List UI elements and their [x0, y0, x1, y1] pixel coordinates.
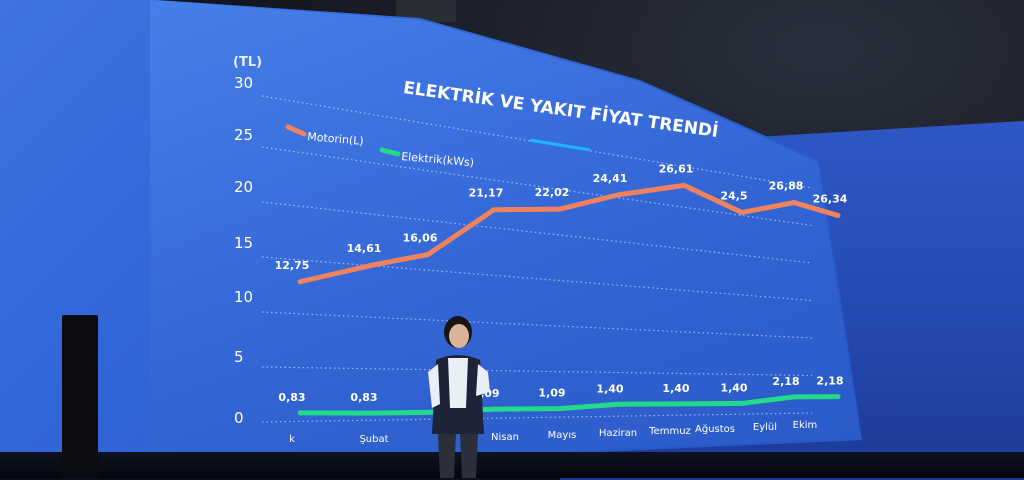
data-label: 1,40: [662, 382, 689, 395]
stage-floor: [0, 452, 1024, 478]
data-label: 1,09: [538, 387, 565, 400]
x-tick-label: Haziran: [599, 428, 637, 439]
data-label: 1,40: [720, 381, 747, 394]
y-tick-label: 25: [234, 126, 253, 144]
legend-swatch-motorin: [285, 124, 307, 137]
y-tick-label: 30: [234, 74, 253, 92]
data-label: 26,34: [813, 192, 848, 205]
data-label: 14,61: [347, 242, 382, 255]
y-tick-label: 5: [234, 348, 244, 366]
data-label: 26,88: [769, 180, 804, 193]
legend-label-elektrik: Elektrik(kWs): [401, 150, 475, 169]
y-tick-label: 15: [234, 234, 253, 252]
x-tick-label: k: [289, 434, 295, 445]
title-underline: [529, 138, 591, 152]
data-label: 1,40: [596, 382, 623, 395]
x-tick-label: Eylül: [753, 422, 777, 433]
x-axis-ticks: k Şubat Nisan Mayıs Haziran Temmuz Ağustos Eylü…: [289, 420, 817, 445]
chart-grid: [261, 95, 813, 423]
data-label: 2,18: [772, 375, 799, 388]
data-label: 16,06: [403, 232, 438, 245]
grid-line: [261, 311, 813, 339]
x-tick-label: Mayıs: [548, 430, 577, 441]
presenter-figure: [428, 316, 490, 478]
data-label: 26,61: [659, 162, 694, 175]
x-tick-label: Ekim: [793, 420, 818, 431]
ceiling-truss: [396, 0, 456, 22]
legend-label-motorin: Motorin(L): [307, 130, 364, 148]
legend-swatch-elektrik: [379, 147, 401, 157]
data-label: 2,18: [816, 375, 843, 388]
y-axis-unit-label: (TL): [233, 55, 262, 70]
data-labels: 12,75 14,61 16,06 21,17 22,02 24,41 26,61 24,5 2…: [275, 162, 848, 404]
y-tick-label: 20: [234, 178, 253, 196]
grid-line: [261, 366, 813, 377]
series-line-motorin: [297, 182, 841, 285]
stage-speaker: [62, 315, 98, 478]
grid-line: [261, 95, 813, 189]
x-tick-label: Temmuz: [648, 426, 691, 437]
x-tick-label: Ağustos: [695, 423, 735, 435]
data-label: 24,41: [593, 172, 628, 185]
data-label: 22,02: [535, 186, 570, 199]
y-axis-ticks: 30 25 20 15 10 5 0: [234, 74, 253, 427]
legend: Motorin(L) Elektrik(kWs): [285, 124, 475, 169]
grid-line: [261, 256, 813, 302]
data-label: 0,83: [278, 391, 305, 404]
series-lines: [297, 182, 841, 416]
chart-title: ELEKTRİK VE YAKIT FİYAT TRENDİ: [402, 76, 720, 142]
data-label: 21,17: [469, 187, 504, 200]
x-tick-label: Nisan: [491, 432, 519, 443]
y-tick-label: 0: [234, 409, 244, 427]
data-label: 0,83: [350, 391, 377, 404]
x-tick-label: Şubat: [359, 434, 388, 445]
y-tick-label: 10: [234, 288, 253, 306]
series-line-elektrik: [297, 394, 841, 416]
data-label: 24,5: [720, 189, 747, 202]
grid-line: [261, 412, 813, 423]
data-label: 12,75: [275, 259, 310, 272]
